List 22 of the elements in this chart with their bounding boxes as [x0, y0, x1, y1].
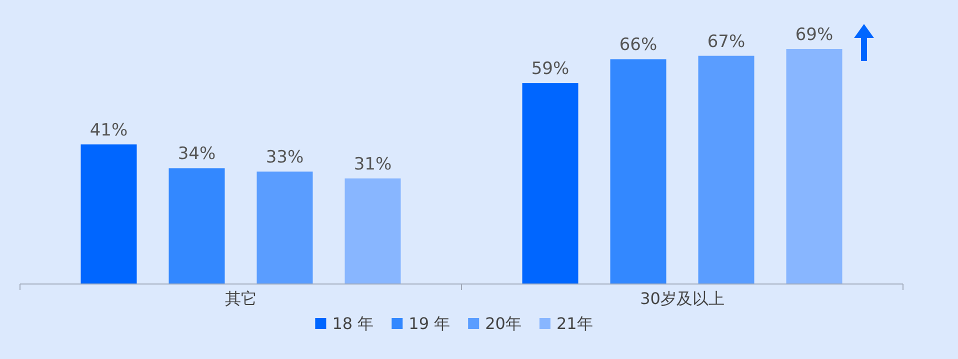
legend-label: 18 年 [332, 314, 374, 333]
bar [610, 59, 666, 284]
bar [168, 168, 225, 284]
bar [698, 56, 754, 284]
data-label: 67% [707, 32, 746, 52]
legend-label: 21年 [556, 314, 593, 333]
data-label: 34% [178, 144, 216, 164]
data-label: 69% [795, 25, 834, 45]
data-label: 33% [266, 148, 304, 168]
bar [344, 178, 401, 284]
x-tick-label: 其它 [224, 289, 257, 308]
bar [786, 49, 842, 284]
x-tick-label: 30岁及以上 [640, 289, 724, 308]
data-label: 41% [90, 120, 128, 140]
data-label: 31% [354, 154, 392, 174]
bar [522, 83, 578, 284]
bar [256, 172, 313, 284]
data-label: 66% [619, 35, 658, 56]
legend-label: 20年 [485, 314, 522, 333]
bar [80, 144, 137, 284]
data-label: 59% [531, 59, 570, 80]
legend-label: 19 年 [408, 314, 450, 333]
